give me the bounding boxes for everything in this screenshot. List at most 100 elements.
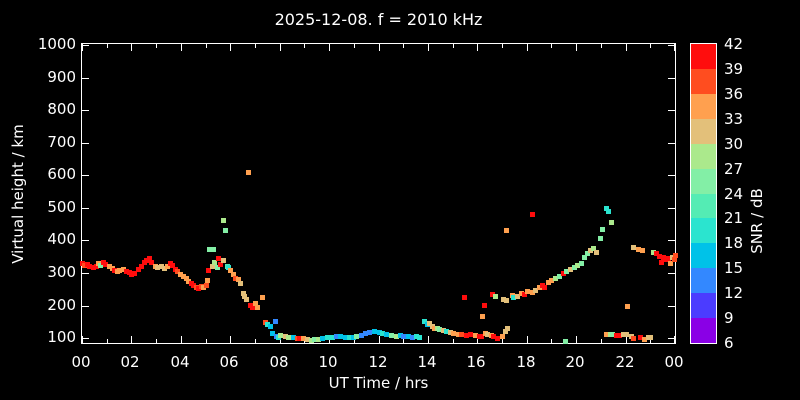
- data-point: [214, 265, 220, 271]
- data-point: [605, 208, 611, 214]
- axis-tick: [551, 44, 552, 48]
- data-point: [587, 248, 593, 254]
- data-point: [624, 304, 630, 310]
- data-point: [97, 263, 103, 269]
- data-point: [183, 276, 189, 282]
- data-point: [117, 267, 123, 273]
- data-point: [170, 262, 176, 268]
- axis-tick: [131, 44, 132, 51]
- y-tick-label: 200: [47, 296, 76, 314]
- colorbar-segment: [691, 118, 716, 144]
- axis-tick: [82, 306, 89, 307]
- axis-tick: [354, 44, 355, 48]
- data-point: [282, 333, 288, 339]
- x-tick-label: 10: [318, 353, 338, 371]
- data-point: [455, 331, 461, 337]
- data-point: [472, 332, 478, 338]
- x-tick-label: 04: [170, 353, 190, 371]
- axis-tick: [82, 273, 89, 274]
- chart-title: 2025-12-08. f = 2010 kHz: [274, 10, 483, 29]
- colorbar-segment: [691, 217, 716, 244]
- data-point: [246, 170, 252, 175]
- data-point: [642, 336, 648, 342]
- axis-tick: [82, 208, 89, 209]
- data-point: [593, 250, 599, 256]
- data-point: [146, 255, 152, 261]
- axis-tick: [82, 336, 83, 343]
- colorbar-tick-label: 15: [724, 259, 744, 278]
- data-point: [427, 321, 433, 327]
- data-point: [597, 236, 603, 242]
- data-point: [533, 287, 539, 293]
- data-point: [440, 327, 446, 333]
- axis-tick: [668, 45, 675, 46]
- colorbar-segment: [691, 93, 716, 119]
- data-point: [603, 205, 609, 211]
- data-point: [628, 334, 634, 340]
- colorbar-segment: [691, 143, 716, 169]
- axis-tick: [255, 44, 256, 48]
- data-point: [297, 335, 303, 341]
- axis-tick: [131, 336, 132, 343]
- data-point: [524, 288, 530, 294]
- axis-tick: [428, 44, 429, 51]
- y-tick-label: 800: [47, 100, 76, 118]
- data-point: [218, 261, 224, 267]
- axis-tick: [403, 44, 404, 48]
- data-point: [220, 257, 226, 263]
- x-tick-label: 22: [615, 353, 635, 371]
- data-point: [139, 263, 145, 269]
- data-point: [639, 247, 645, 253]
- axis-tick: [156, 339, 157, 343]
- data-point: [563, 338, 569, 344]
- data-point: [103, 261, 109, 267]
- data-point: [529, 289, 535, 295]
- colorbar-tick-label: 18: [724, 234, 744, 253]
- y-tick-label: 600: [47, 165, 76, 183]
- axis-tick: [477, 336, 478, 343]
- data-point: [579, 260, 585, 266]
- data-point: [545, 280, 551, 286]
- colorbar-tick-label: 42: [724, 35, 744, 53]
- axis-tick: [280, 44, 281, 51]
- y-tick-label: 1000: [37, 35, 76, 53]
- data-point: [252, 300, 258, 306]
- axis-tick: [107, 44, 108, 48]
- colorbar-tick-label: 12: [724, 284, 744, 303]
- data-point: [464, 332, 470, 338]
- colorbar-segment: [691, 242, 716, 269]
- y-tick-label: 500: [47, 198, 76, 216]
- axis-tick: [668, 78, 675, 79]
- data-point: [503, 297, 509, 303]
- axis-tick: [82, 44, 83, 51]
- axis-tick: [626, 44, 627, 51]
- colorbar-tick-label: 21: [724, 209, 744, 228]
- data-point: [161, 266, 167, 272]
- data-point: [437, 326, 443, 332]
- axis-tick: [674, 44, 675, 51]
- data-point: [359, 332, 365, 338]
- axis-tick: [527, 44, 528, 51]
- y-tick-label: 900: [47, 68, 76, 86]
- data-point: [581, 255, 587, 260]
- data-point: [638, 334, 644, 340]
- data-point: [215, 255, 221, 261]
- data-point: [87, 263, 93, 269]
- colorbar-tick-label: 36: [724, 84, 744, 103]
- axis-tick: [82, 45, 89, 46]
- data-point: [600, 226, 606, 232]
- data-point: [485, 331, 491, 337]
- colorbar-tick-label: 27: [724, 159, 744, 178]
- axis-tick: [379, 336, 380, 343]
- axis-tick: [674, 336, 675, 343]
- y-tick-label: 100: [47, 328, 76, 346]
- data-point: [244, 297, 250, 303]
- data-point: [522, 291, 528, 297]
- axis-tick: [181, 44, 182, 51]
- data-point: [210, 247, 216, 253]
- axis-tick: [453, 44, 454, 48]
- data-point: [668, 260, 674, 266]
- data-point: [397, 332, 403, 338]
- data-point: [366, 329, 372, 335]
- data-point: [503, 227, 509, 233]
